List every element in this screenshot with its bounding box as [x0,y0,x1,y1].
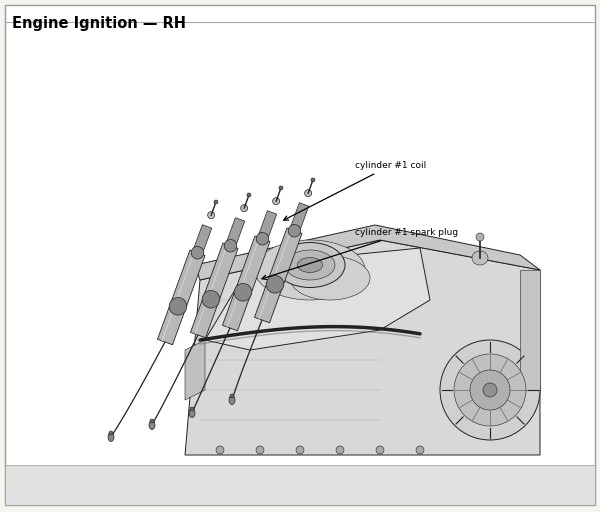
Ellipse shape [230,394,234,398]
Ellipse shape [256,232,269,245]
Ellipse shape [483,383,497,397]
Text: cylinder #1 coil: cylinder #1 coil [284,161,426,220]
Ellipse shape [216,446,224,454]
Ellipse shape [190,407,194,411]
Ellipse shape [191,246,204,259]
Ellipse shape [470,370,510,410]
Ellipse shape [272,198,280,205]
Ellipse shape [255,240,365,300]
Ellipse shape [247,193,251,197]
Ellipse shape [169,297,187,315]
Ellipse shape [305,189,311,197]
Ellipse shape [202,290,220,308]
Bar [520,270,540,390]
Ellipse shape [109,431,113,435]
Ellipse shape [440,340,540,440]
Text: cylinder #1 spark plug: cylinder #1 spark plug [262,228,458,280]
Ellipse shape [376,446,384,454]
Polygon shape [290,203,309,232]
Ellipse shape [275,243,345,288]
Ellipse shape [296,446,304,454]
Polygon shape [226,218,245,247]
Ellipse shape [234,284,252,301]
Ellipse shape [266,275,284,293]
Ellipse shape [208,211,215,219]
Ellipse shape [241,205,248,211]
Ellipse shape [416,446,424,454]
Ellipse shape [256,446,264,454]
Ellipse shape [476,233,484,241]
Ellipse shape [290,256,370,300]
Ellipse shape [149,420,155,430]
Polygon shape [195,225,540,280]
Polygon shape [157,250,205,345]
Polygon shape [258,211,277,241]
Ellipse shape [229,395,235,404]
Bar [5,465,595,505]
Ellipse shape [454,354,526,426]
Polygon shape [193,225,212,254]
Ellipse shape [311,178,315,182]
Polygon shape [190,243,238,338]
Ellipse shape [224,240,237,252]
Text: Engine Ignition — RH: Engine Ignition — RH [12,16,186,31]
Ellipse shape [298,258,323,272]
Ellipse shape [150,419,154,423]
Polygon shape [205,248,430,350]
Polygon shape [185,240,540,455]
Ellipse shape [472,251,488,265]
Ellipse shape [279,186,283,190]
Ellipse shape [285,250,335,280]
Ellipse shape [108,433,114,441]
Ellipse shape [214,200,218,204]
Ellipse shape [288,224,301,237]
Polygon shape [254,228,302,323]
Ellipse shape [336,446,344,454]
Polygon shape [223,236,270,331]
Ellipse shape [189,409,195,417]
Polygon shape [185,340,205,400]
